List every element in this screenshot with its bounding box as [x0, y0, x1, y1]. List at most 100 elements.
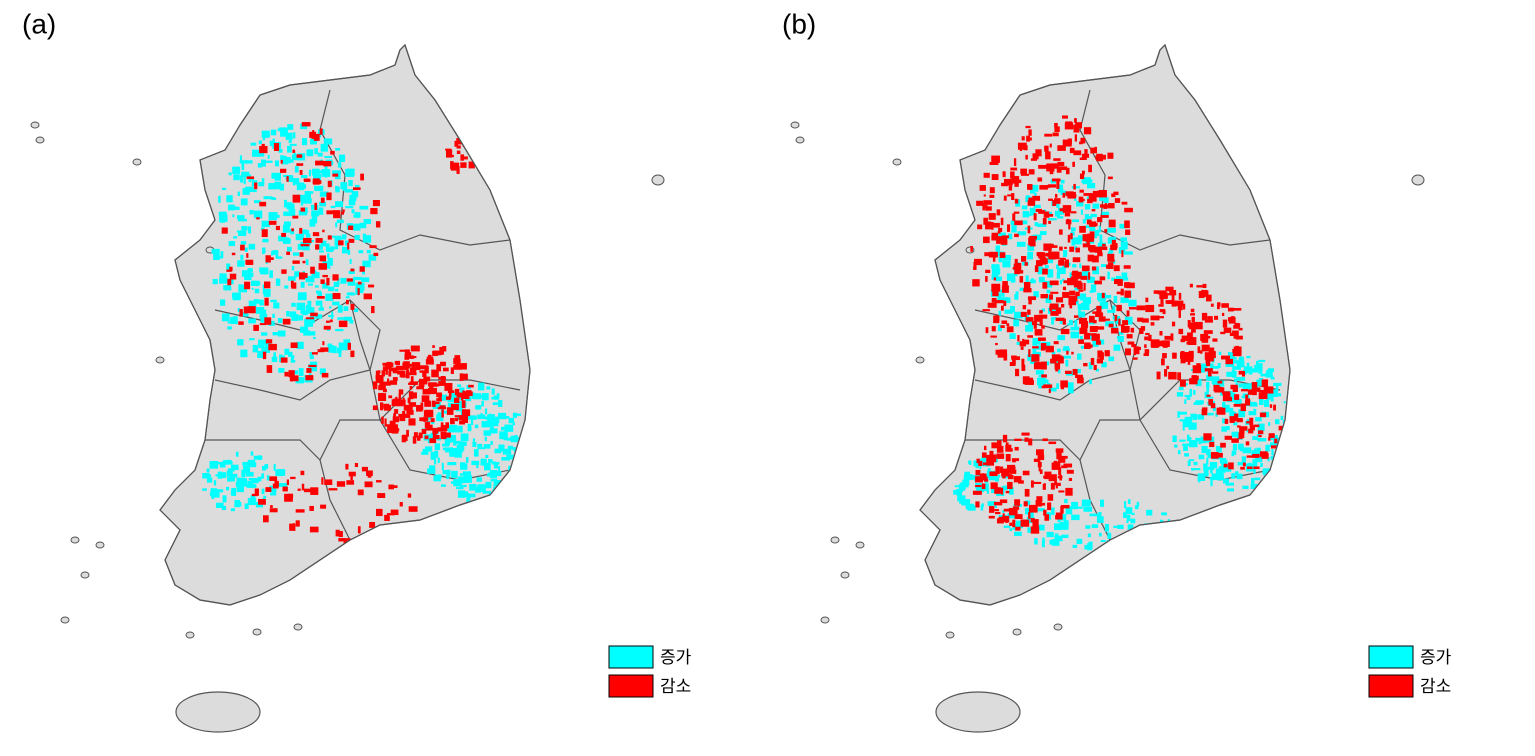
change-pixel: [231, 252, 236, 256]
change-pixel: [1269, 404, 1273, 408]
change-pixel: [1070, 231, 1075, 236]
change-pixel: [328, 488, 338, 491]
change-pixel: [1037, 377, 1046, 386]
change-pixel: [1013, 263, 1018, 269]
change-pixel: [301, 122, 311, 127]
change-pixel: [1150, 529, 1157, 534]
change-pixel: [507, 437, 514, 441]
change-pixel: [1217, 472, 1224, 481]
change-pixel: [232, 166, 241, 174]
change-pixel: [1039, 185, 1048, 190]
change-pixel: [488, 413, 492, 420]
change-pixel: [1027, 335, 1033, 338]
change-pixel: [209, 460, 219, 469]
change-pixel: [1245, 399, 1251, 406]
change-pixel: [1238, 383, 1243, 388]
change-pixel: [1006, 273, 1016, 282]
change-pixel: [1127, 524, 1134, 530]
change-pixel: [284, 199, 287, 208]
change-pixel: [408, 382, 416, 385]
change-pixel: [1060, 190, 1067, 196]
change-pixel: [1265, 444, 1270, 452]
change-pixel: [1253, 424, 1260, 428]
change-pixel: [1237, 425, 1241, 428]
change-pixel: [976, 458, 980, 464]
change-pixel: [314, 285, 319, 288]
change-pixel: [421, 395, 430, 403]
change-pixel: [1079, 317, 1088, 324]
change-pixel: [338, 538, 346, 542]
change-pixel: [1260, 391, 1267, 395]
change-pixel: [320, 240, 327, 247]
change-pixel: [1096, 516, 1104, 523]
change-pixel: [461, 463, 468, 470]
change-pixel: [270, 492, 277, 496]
change-pixel: [239, 160, 249, 164]
change-pixel: [271, 250, 274, 256]
change-pixel: [1231, 431, 1241, 438]
change-pixel: [1273, 442, 1280, 445]
change-pixel: [1029, 238, 1036, 247]
change-pixel: [1215, 380, 1225, 387]
change-pixel: [1273, 404, 1276, 411]
change-pixel: [272, 483, 279, 489]
change-pixel: [1171, 294, 1175, 303]
change-pixel: [1225, 426, 1230, 431]
change-pixel: [1085, 234, 1094, 242]
change-pixel: [296, 302, 306, 311]
change-pixel: [393, 413, 396, 418]
change-pixel: [254, 488, 259, 496]
change-pixel: [244, 503, 249, 510]
change-pixel: [351, 209, 355, 214]
change-pixel: [1188, 422, 1197, 430]
change-pixel: [456, 150, 461, 154]
change-pixel: [1200, 436, 1206, 444]
change-pixel: [292, 132, 296, 139]
change-pixel: [426, 424, 433, 431]
change-pixel: [296, 154, 303, 158]
change-pixel: [1028, 438, 1033, 446]
change-pixel: [1096, 305, 1102, 313]
change-pixel: [311, 270, 317, 279]
change-pixel: [1059, 208, 1064, 212]
change-pixel: [325, 243, 330, 251]
change-pixel: [306, 307, 315, 314]
change-pixel: [468, 415, 477, 420]
change-pixel: [318, 207, 324, 215]
change-pixel: [1099, 246, 1108, 251]
change-pixel: [1017, 480, 1024, 484]
change-pixel: [332, 292, 341, 300]
change-pixel: [1268, 436, 1271, 441]
change-pixel: [1062, 348, 1070, 352]
change-pixel: [1079, 271, 1087, 275]
change-pixel: [1201, 290, 1209, 297]
change-pixel: [219, 277, 228, 284]
change-pixel: [1029, 137, 1032, 141]
legend-label: 감소: [1420, 677, 1451, 697]
change-pixel: [1060, 505, 1064, 514]
change-pixel: [1037, 177, 1043, 182]
change-pixel: [1057, 145, 1066, 151]
change-pixel: [1095, 246, 1098, 249]
change-pixel: [333, 210, 341, 219]
change-pixel: [1043, 379, 1049, 384]
change-pixel: [1042, 217, 1047, 225]
change-pixel: [265, 487, 272, 492]
change-pixel: [1083, 506, 1093, 512]
change-pixel: [1088, 164, 1092, 173]
change-pixel: [230, 464, 239, 471]
change-pixel: [1008, 466, 1016, 469]
change-pixel: [316, 296, 325, 299]
change-pixel: [278, 482, 288, 487]
change-pixel: [455, 404, 463, 412]
change-pixel: [1108, 540, 1113, 547]
change-pixel: [289, 311, 297, 318]
change-pixel: [1064, 370, 1072, 375]
change-pixel: [978, 460, 983, 466]
change-pixel: [991, 326, 996, 332]
change-pixel: [351, 191, 359, 198]
change-pixel: [253, 210, 263, 219]
change-pixel: [1034, 538, 1038, 545]
change-pixel: [286, 175, 294, 182]
change-pixel: [250, 451, 254, 456]
